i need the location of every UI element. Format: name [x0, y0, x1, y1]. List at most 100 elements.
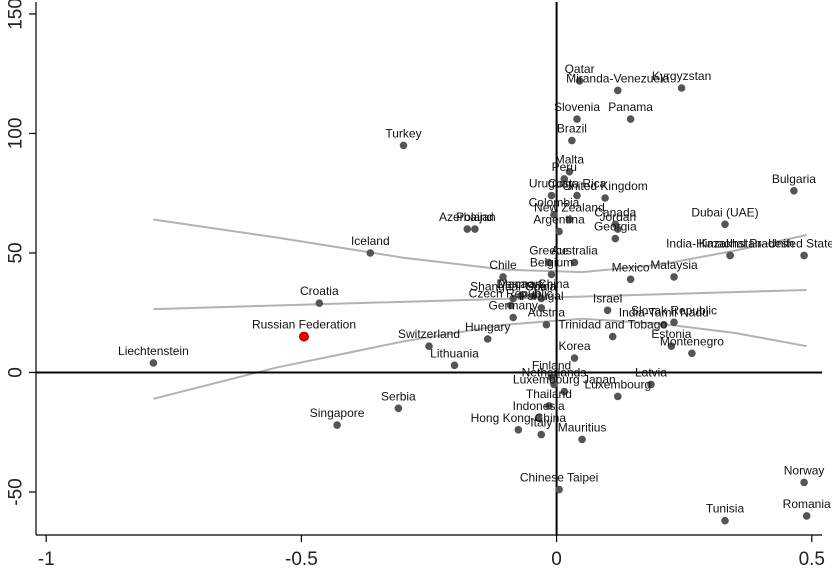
data-point — [626, 115, 635, 123]
point-label: Latvia — [635, 365, 667, 379]
data-point — [565, 215, 574, 224]
data-point — [611, 234, 620, 243]
point-label: Malaysia — [650, 258, 698, 272]
data-point — [721, 516, 729, 525]
point-label: Finland — [532, 358, 571, 372]
point-label: Hungary — [465, 320, 510, 334]
data-point — [537, 304, 546, 312]
point-label: Luxembourg Japan — [513, 373, 616, 387]
data-point — [608, 332, 617, 341]
data-point — [537, 294, 546, 303]
point-label: Colombia — [529, 196, 580, 210]
point-label: United Kingdom — [562, 179, 647, 193]
point-label: Netherlands — [522, 365, 587, 379]
x-tick-label: -1 — [38, 549, 55, 570]
point-label: Azerbaijan — [439, 210, 496, 224]
y-tick-label: -50 — [6, 478, 27, 505]
data-point — [670, 273, 678, 281]
data-point — [647, 380, 655, 389]
fit-line-0 — [153, 289, 807, 311]
y-tick-label: 0 — [6, 367, 27, 378]
point-label: Mexico — [612, 260, 650, 274]
data-point — [315, 299, 324, 308]
data-point — [517, 292, 525, 300]
point-label: Mauritius — [558, 420, 607, 434]
point-label: Korea — [558, 339, 590, 353]
point-label: Uruguay — [529, 177, 574, 191]
data-point — [483, 335, 492, 343]
data-point — [149, 359, 158, 367]
point-label: Jordan — [599, 210, 636, 224]
data-point — [726, 251, 734, 260]
point-label: Romania — [783, 497, 831, 511]
y-axis: -50 0 50 100 150 — [6, 0, 36, 506]
point-label: Spain — [526, 279, 557, 293]
point-label: Austria — [528, 306, 566, 320]
point-label: Trinidad and Tobago — [558, 318, 667, 332]
data-point — [537, 430, 546, 439]
point-label: Qatar — [565, 62, 595, 76]
y-tick-label: 100 — [6, 118, 27, 150]
data-point — [463, 225, 472, 233]
point-label: Costa Rica — [548, 177, 607, 191]
point-label: Norway — [784, 463, 825, 477]
data-point — [670, 318, 678, 327]
data-point — [299, 331, 309, 342]
point-label: Panama — [608, 100, 653, 114]
point-label: Shanghai-China — [470, 279, 556, 293]
data-point — [603, 306, 612, 315]
x-tick-label: 0.5 — [799, 549, 825, 570]
data-point — [560, 387, 569, 396]
point-labels: Liechtenstein Russian Federation Croatia Si… — [118, 62, 832, 516]
point-label: Israel — [593, 291, 622, 305]
data-point — [550, 380, 558, 389]
data-point — [545, 402, 553, 410]
data-point — [601, 194, 609, 202]
data-point — [514, 426, 523, 434]
point-label: Macao-China — [498, 277, 570, 291]
point-label: Chile — [489, 258, 517, 272]
point-label: Peru — [552, 160, 577, 174]
point-label: Canada — [594, 205, 636, 219]
data-point — [425, 342, 433, 351]
data-point — [667, 342, 676, 351]
point-label: Indonesia — [513, 399, 565, 413]
point-label: India-Tamil Nadu — [619, 306, 709, 320]
data-point — [790, 187, 798, 195]
point-label: Belgium — [530, 256, 573, 270]
data-point — [660, 320, 668, 329]
point-label: Australia — [551, 244, 598, 258]
fit-line-2 — [153, 317, 807, 400]
data-point — [547, 191, 556, 200]
data-point — [578, 435, 586, 444]
data-point — [688, 349, 696, 358]
data-point — [509, 294, 517, 303]
data-point — [509, 313, 517, 322]
point-label: New Zealand — [534, 201, 605, 215]
point-label: Montenegro — [660, 334, 724, 348]
data-point — [547, 270, 556, 279]
point-label: Switzerland — [398, 327, 460, 341]
point-label: Estonia — [651, 327, 691, 341]
point-label: Iceland — [351, 234, 390, 248]
data-point — [506, 301, 515, 310]
point-label: Liechtenstein — [118, 344, 189, 358]
point-label: Argentina — [533, 213, 585, 227]
point-label: Slovenia — [554, 100, 600, 114]
data-point — [394, 404, 403, 413]
point-label: Luxembourg — [584, 377, 651, 391]
point-label: United States — [768, 236, 832, 250]
data-point — [614, 86, 622, 95]
plot-frame — [35, 2, 822, 536]
data-point — [565, 167, 574, 176]
data-point — [399, 141, 408, 150]
data-point — [677, 84, 686, 92]
data-point — [366, 249, 375, 257]
data-point — [333, 421, 341, 429]
data-point — [545, 258, 553, 267]
data-point — [529, 292, 538, 300]
x-axis: -1 -0.5 0 0.5 — [38, 535, 825, 570]
point-label: Chinese Taipei — [520, 471, 599, 485]
x-tick-label: -0.5 — [285, 549, 318, 570]
